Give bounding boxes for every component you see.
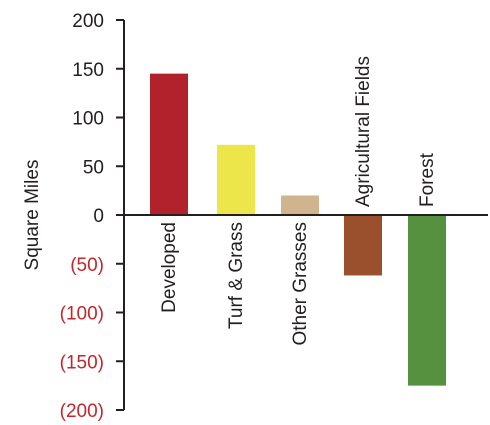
y-tick-label: (200) — [60, 401, 104, 422]
axes — [123, 20, 488, 410]
category-label: Other Grasses — [290, 222, 311, 346]
bar-forest — [408, 215, 446, 386]
y-tick-label: 150 — [72, 60, 104, 81]
bar-agricultural-fields — [344, 215, 382, 276]
y-tick-label: 100 — [72, 109, 104, 130]
y-tick-label: (50) — [70, 255, 104, 276]
bar-developed — [150, 73, 188, 215]
category-labels: Developed Turf & Grass Other Grasses Agricu… — [159, 56, 438, 346]
category-label: Agricultural Fields — [353, 56, 374, 207]
y-tick-label: 50 — [83, 157, 104, 178]
category-label: Forest — [417, 152, 438, 207]
category-label: Developed — [159, 222, 180, 313]
bar-other-grasses — [281, 195, 319, 215]
category-label: Turf & Grass — [226, 222, 247, 329]
y-tick-label: (150) — [60, 352, 104, 373]
y-tick-label: 200 — [72, 11, 104, 32]
bar-turf-grass — [217, 144, 255, 215]
y-axis-ticks: 200 150 100 50 0 (50) (100) (150) (200) — [60, 11, 124, 422]
y-tick-label: (100) — [60, 304, 104, 325]
bars — [150, 73, 446, 386]
y-axis-title-group: Square Miles — [22, 160, 43, 271]
y-tick-label: 0 — [93, 206, 104, 227]
y-axis-title: Square Miles — [22, 160, 43, 271]
